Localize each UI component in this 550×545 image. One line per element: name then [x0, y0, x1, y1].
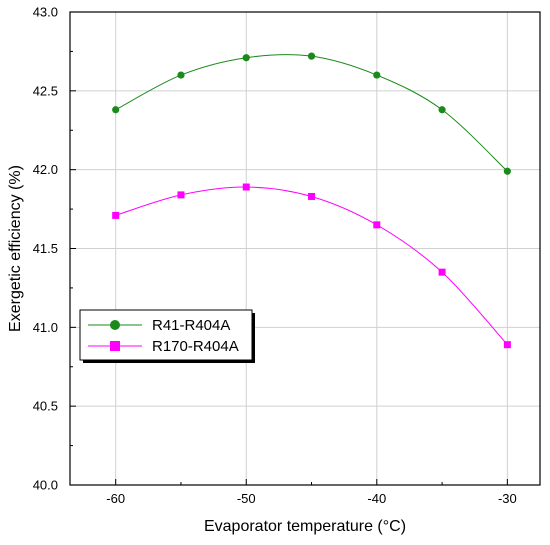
y-tick-label: 42.5	[33, 83, 58, 98]
series-layer	[112, 52, 511, 349]
x-axis-title: Evaporator temperature (°C)	[204, 518, 406, 535]
data-point	[177, 191, 185, 199]
data-point	[373, 221, 381, 229]
y-tick-label: 42.0	[33, 162, 58, 177]
data-point	[112, 211, 120, 219]
y-axis-title: Exergetic efficiency (%)	[7, 165, 24, 332]
data-point	[438, 268, 446, 276]
legend-label: R41-R404A	[152, 317, 230, 334]
legend-marker	[110, 341, 120, 351]
x-tick-label: -50	[237, 491, 256, 506]
axis-ticks: -60 -50 -40 -30 40.0 40.5 41.0 41.5 42.0 42.5 43.0	[33, 5, 517, 507]
legend-box	[79, 309, 253, 361]
y-tick-label: 41.5	[33, 241, 58, 256]
data-point	[308, 192, 316, 200]
x-tick-label: -60	[106, 491, 125, 506]
grid-lines	[70, 11, 540, 486]
legend-label: R170-R404A	[152, 338, 239, 355]
data-point	[307, 52, 316, 60]
data-point	[438, 106, 446, 114]
y-tick-label: 43.0	[33, 5, 58, 20]
x-tick-label: -30	[498, 491, 517, 506]
data-point	[242, 183, 250, 191]
legend: R41-R404A R170-R404A	[79, 309, 255, 363]
y-tick-label: 40.0	[33, 478, 58, 493]
data-point	[242, 54, 250, 62]
series-line-1	[115, 54, 508, 172]
y-tick-label: 41.0	[33, 320, 58, 335]
data-point	[177, 71, 185, 79]
data-point	[373, 71, 381, 79]
data-point	[503, 167, 511, 175]
y-tick-label: 40.5	[33, 399, 58, 414]
x-tick-label: -40	[367, 491, 386, 506]
data-point	[112, 106, 120, 114]
legend-marker	[110, 320, 120, 330]
data-point	[503, 341, 511, 349]
